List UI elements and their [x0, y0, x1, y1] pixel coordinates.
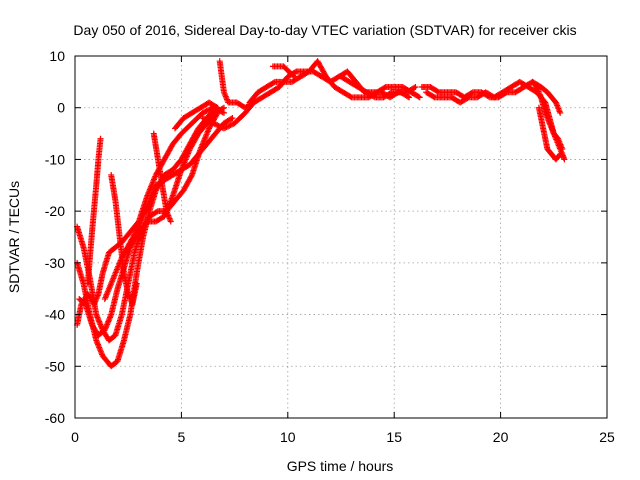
- y-tick-label: 0: [57, 100, 65, 116]
- data-point-marker: [201, 109, 208, 116]
- data-point-marker: [464, 95, 471, 102]
- data-series: [84, 135, 104, 287]
- data-point-marker: [205, 107, 211, 114]
- data-series: [269, 63, 298, 80]
- data-series: [535, 104, 564, 163]
- data-point-marker: [220, 125, 227, 132]
- data-point-marker: [290, 72, 297, 79]
- data-point-marker: [211, 120, 218, 127]
- data-point-marker: [202, 108, 209, 115]
- data-point-marker: [223, 124, 230, 131]
- data-point-marker: [214, 104, 221, 111]
- data-series: [529, 78, 568, 163]
- data-point-marker: [227, 122, 234, 129]
- data-point-marker: [208, 119, 215, 126]
- data-point-marker: [135, 224, 142, 231]
- chart-title: Day 050 of 2016, Sidereal Day-to-day VTE…: [73, 22, 576, 38]
- data-point-marker: [210, 120, 217, 127]
- data-point-marker: [205, 117, 211, 124]
- data-point-marker: [404, 93, 411, 100]
- data-point-marker: [201, 115, 208, 122]
- x-tick-label: 5: [178, 429, 186, 445]
- data-point-marker: [97, 135, 104, 142]
- y-tick-label: -50: [45, 358, 65, 374]
- data-point-marker: [218, 124, 225, 131]
- data-series: [74, 104, 227, 328]
- y-axis-label: SDTVAR / TECUs: [6, 181, 22, 293]
- data-point-marker: [213, 103, 220, 110]
- x-tick-label: 0: [71, 429, 79, 445]
- y-tick-label: -30: [45, 255, 65, 271]
- y-tick-label: 10: [49, 48, 65, 64]
- data-point-marker: [406, 94, 413, 101]
- data-point-marker: [228, 121, 235, 128]
- y-tick-label: -20: [45, 203, 65, 219]
- data-point-marker: [222, 124, 229, 131]
- data-point-marker: [561, 156, 568, 163]
- plot-frame: [74, 55, 608, 419]
- data-point-marker: [214, 122, 221, 129]
- data-series: [150, 130, 174, 225]
- data-point-marker: [212, 121, 219, 128]
- data-point-marker: [228, 115, 235, 122]
- data-point-marker: [215, 122, 222, 129]
- data-point-marker: [153, 208, 160, 215]
- data-point-marker: [199, 109, 206, 116]
- data-point-marker: [220, 109, 227, 116]
- x-tick-label: 15: [386, 429, 402, 445]
- data-point-marker: [430, 93, 437, 100]
- data-point-marker: [203, 107, 210, 114]
- data-point-marker: [416, 94, 423, 101]
- data-point-marker: [220, 104, 227, 111]
- y-tick-label: -40: [45, 307, 65, 323]
- data-series: [101, 115, 236, 303]
- x-tick-label: 25: [599, 429, 615, 445]
- y-tick-label: -60: [45, 410, 65, 426]
- data-point-marker: [206, 118, 213, 125]
- x-tick-label: 10: [280, 429, 296, 445]
- data-point-marker: [226, 122, 233, 129]
- data-point-marker: [387, 89, 394, 96]
- data-point-marker: [370, 93, 377, 100]
- data-point-marker: [291, 73, 298, 80]
- data-point-marker: [199, 115, 206, 122]
- data-point-marker: [229, 115, 236, 122]
- grid-layer: [75, 56, 607, 418]
- data-point-marker: [207, 118, 214, 125]
- x-axis-label: GPS time / hours: [287, 458, 394, 474]
- data-point-marker: [270, 79, 277, 86]
- data-point-marker: [202, 116, 209, 123]
- data-point-marker: [216, 123, 223, 130]
- data-point-marker: [434, 88, 441, 95]
- data-point-marker: [411, 84, 418, 91]
- data-point-marker: [224, 123, 231, 130]
- data-series: [338, 73, 413, 101]
- data-point-marker: [292, 69, 299, 76]
- tick-layer: 0 5 10 15 20 25 -60 -50 -40 -30 -20 -10 0 10: [45, 48, 615, 445]
- data-point-marker: [133, 280, 140, 287]
- data-layer: [74, 58, 568, 370]
- data-point-marker: [415, 93, 422, 100]
- data-series: [172, 99, 221, 132]
- data-point-marker: [203, 116, 210, 123]
- data-point-marker: [347, 93, 354, 100]
- data-point-marker: [557, 109, 564, 116]
- data-point-marker: [219, 105, 226, 112]
- x-tick-label: 20: [493, 429, 509, 445]
- data-point-marker: [188, 173, 195, 180]
- data-point-marker: [167, 218, 174, 225]
- data-point-marker: [381, 84, 388, 91]
- data-point-marker: [412, 84, 419, 91]
- y-tick-label: -10: [45, 151, 65, 167]
